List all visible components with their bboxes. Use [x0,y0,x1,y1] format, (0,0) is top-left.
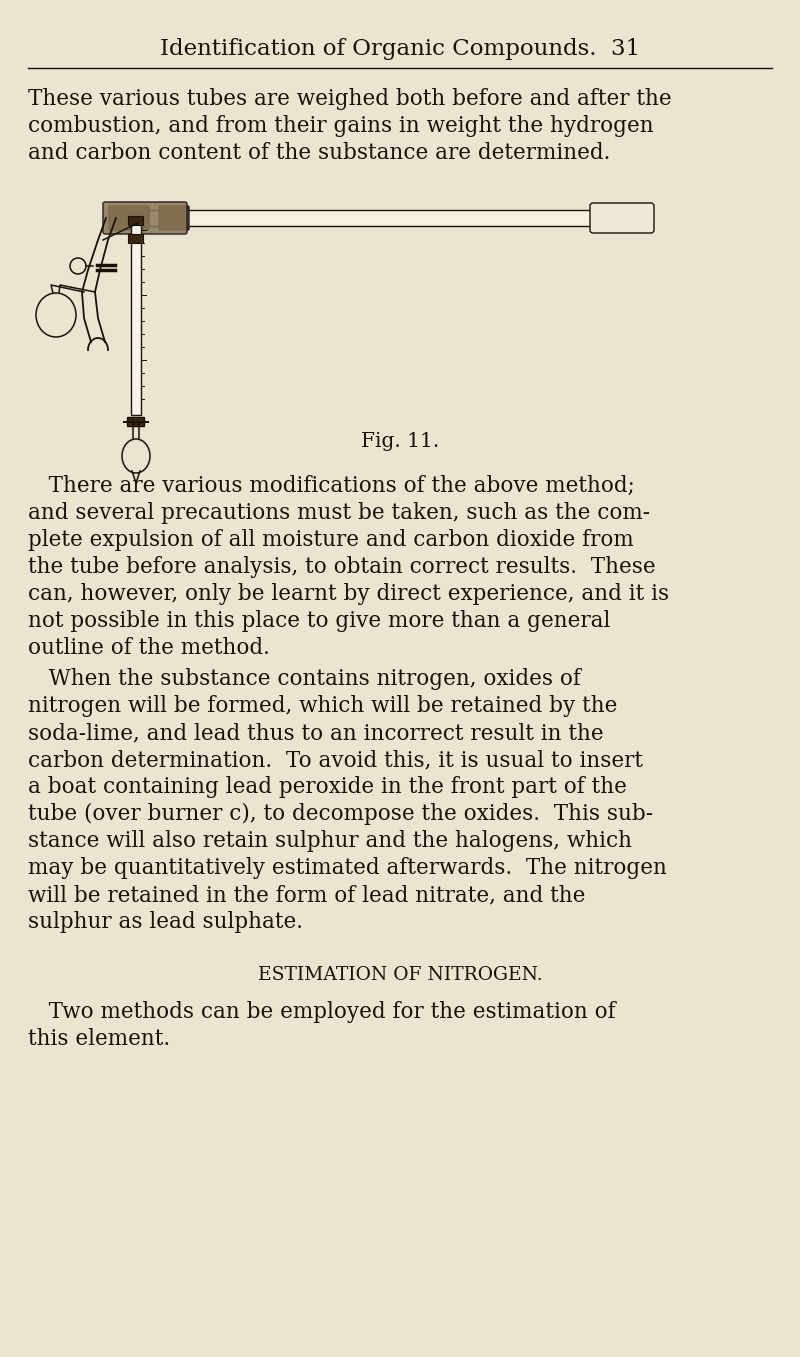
Text: a boat containing lead peroxide in the front part of the: a boat containing lead peroxide in the f… [28,776,627,798]
FancyBboxPatch shape [127,418,145,426]
Text: tube (over burner c), to decompose the oxides.  This sub-: tube (over burner c), to decompose the o… [28,803,653,825]
Text: There are various modifications of the above method;: There are various modifications of the a… [28,475,634,497]
Text: These various tubes are weighed both before and after the: These various tubes are weighed both bef… [28,88,672,110]
Text: ESTIMATION OF NITROGEN.: ESTIMATION OF NITROGEN. [258,966,542,984]
Text: plete expulsion of all moisture and carbon dioxide from: plete expulsion of all moisture and carb… [28,529,634,551]
Text: may be quantitatively estimated afterwards.  The nitrogen: may be quantitatively estimated afterwar… [28,858,667,879]
Text: not possible in this place to give more than a general: not possible in this place to give more … [28,611,610,632]
Bar [131,218,141,415]
Text: and several precautions must be taken, such as the com-: and several precautions must be taken, s… [28,502,650,524]
Text: soda-lime, and lead thus to an incorrect result in the: soda-lime, and lead thus to an incorrect… [28,722,604,744]
Text: Fig. 11.: Fig. 11. [361,432,439,451]
FancyBboxPatch shape [129,217,143,225]
FancyBboxPatch shape [590,204,654,233]
FancyBboxPatch shape [103,202,187,233]
Text: carbon determination.  To avoid this, it is usual to insert: carbon determination. To avoid this, it … [28,749,643,771]
FancyBboxPatch shape [129,235,143,243]
Bar [118,210,595,227]
Text: combustion, and from their gains in weight the hydrogen: combustion, and from their gains in weig… [28,115,654,137]
Text: the tube before analysis, to obtain correct results.  These: the tube before analysis, to obtain corr… [28,556,656,578]
Text: When the substance contains nitrogen, oxides of: When the substance contains nitrogen, ox… [28,668,581,689]
Text: will be retained in the form of lead nitrate, and the: will be retained in the form of lead nit… [28,883,586,906]
Text: nitrogen will be formed, which will be retained by the: nitrogen will be formed, which will be r… [28,695,618,716]
FancyBboxPatch shape [109,206,149,229]
Text: sulphur as lead sulphate.: sulphur as lead sulphate. [28,911,303,934]
Text: and carbon content of the substance are determined.: and carbon content of the substance are … [28,142,610,164]
Text: can, however, only be learnt by direct experience, and it is: can, however, only be learnt by direct e… [28,584,669,605]
Text: Identification of Organic Compounds.  31: Identification of Organic Compounds. 31 [160,38,640,60]
Text: outline of the method.: outline of the method. [28,636,270,660]
FancyBboxPatch shape [159,206,189,229]
Text: this element.: this element. [28,1029,170,1050]
Text: stance will also retain sulphur and the halogens, which: stance will also retain sulphur and the … [28,830,632,852]
Text: Two methods can be employed for the estimation of: Two methods can be employed for the esti… [28,1001,616,1023]
